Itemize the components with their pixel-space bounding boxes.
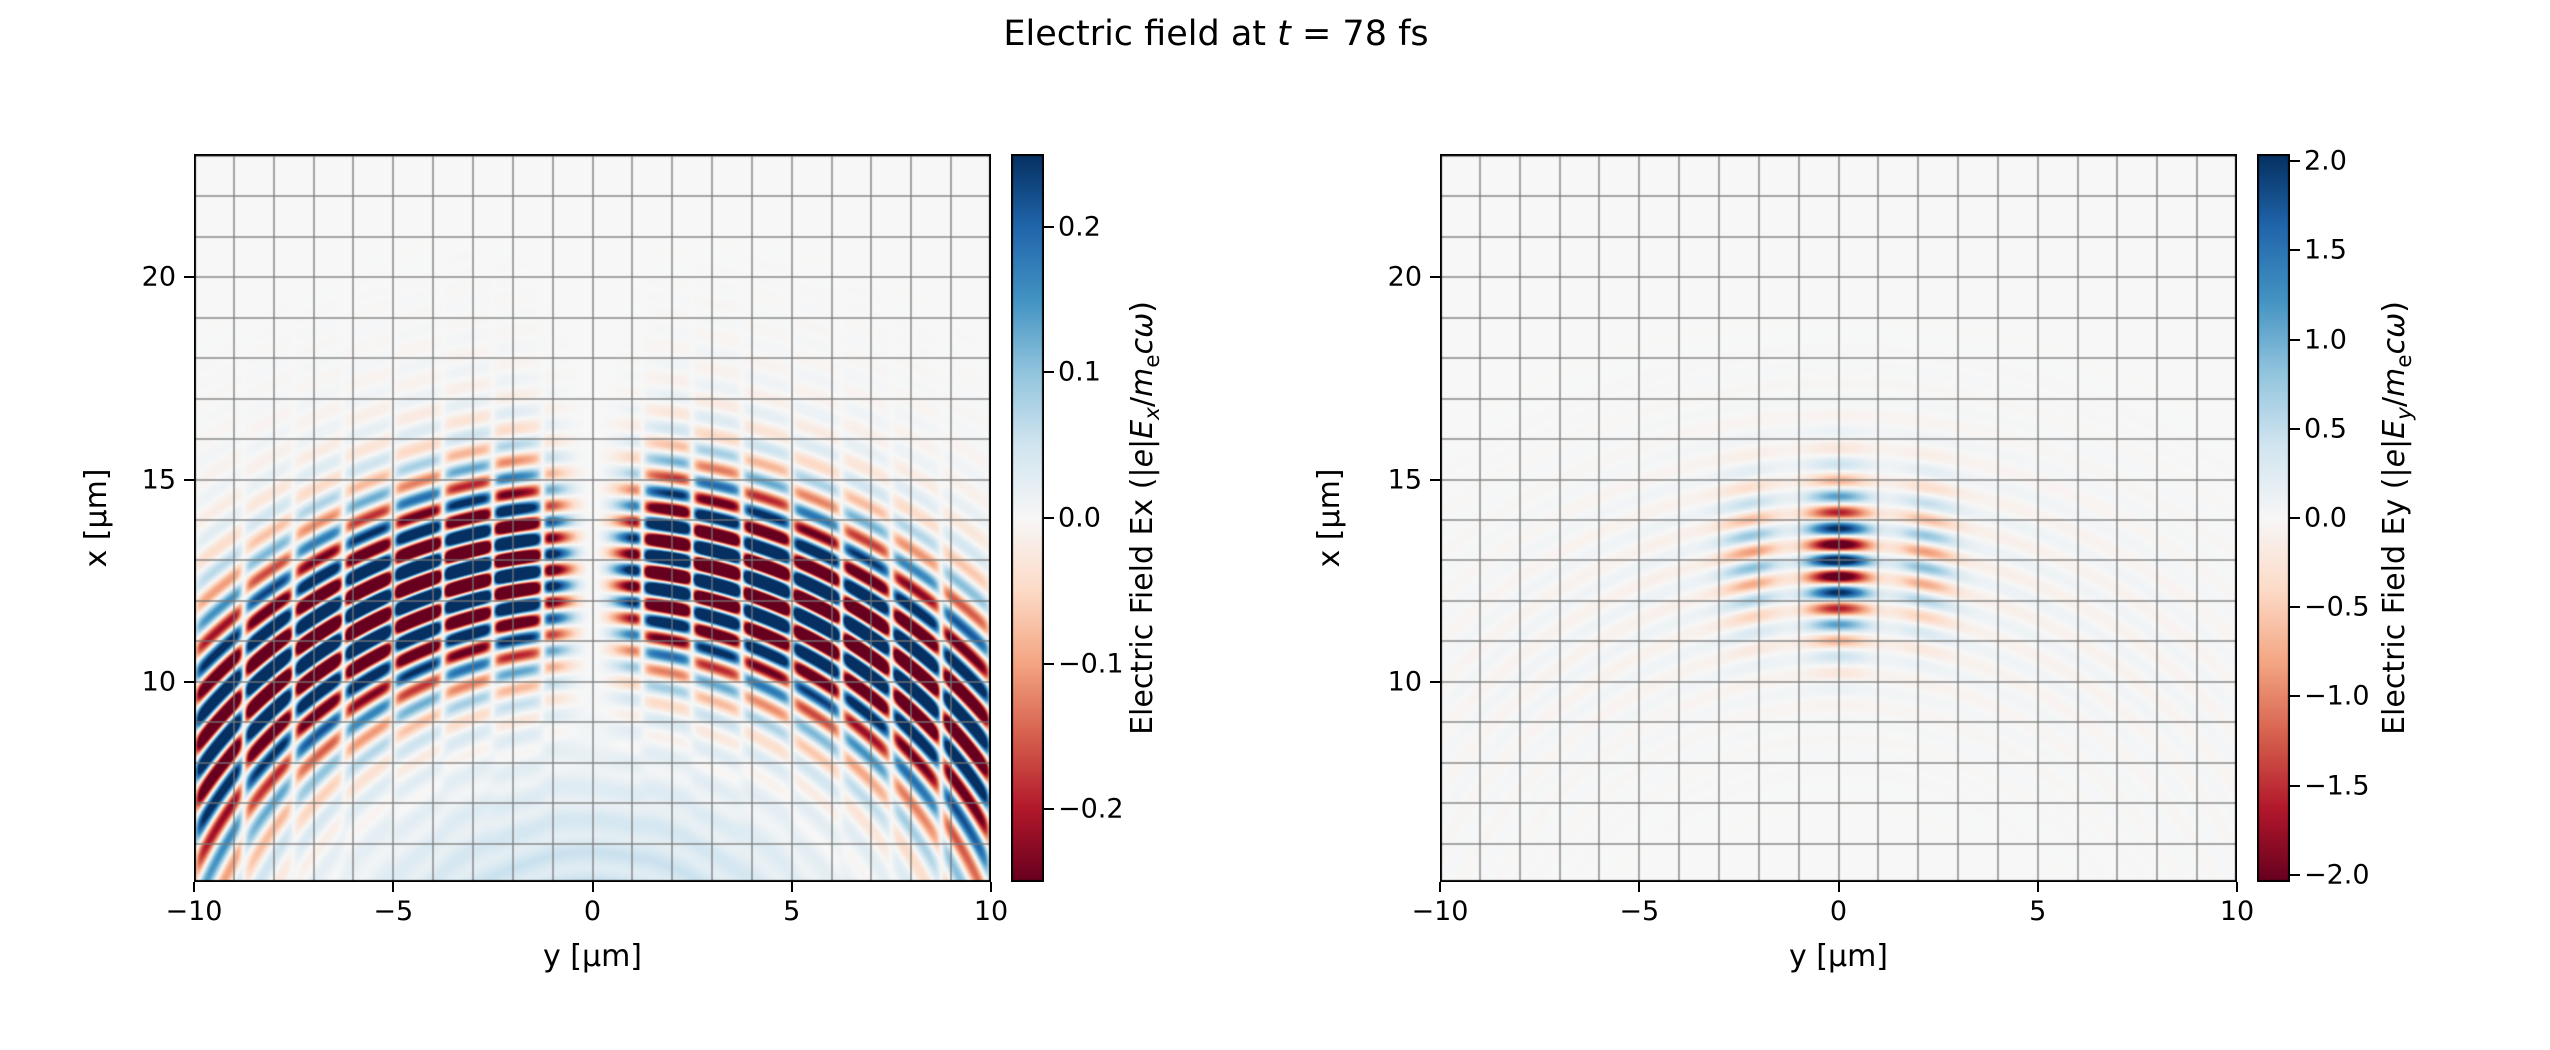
colorbar-tick-label: −1.5 [2304,770,2370,802]
colorbar-tick-label: −0.2 [1058,793,1124,825]
colorbar-tick-mark [2290,160,2300,163]
colorbar-tick-mark [1044,808,1054,811]
x-axis-label-ey: y [μm] [1788,939,1889,974]
colorbar-tick-label: −2.0 [2304,859,2370,891]
colorbar-ey-canvas [2257,154,2290,882]
colorbar-tick-mark [1044,662,1054,665]
colorbar-tick-label: −1.0 [2304,680,2370,712]
x-tick-mark [591,882,594,892]
y-tick-label: 10 [141,666,176,698]
y-tick-mark [1430,680,1440,683]
colorbar-tick-mark [2290,606,2300,609]
colorbar-tick-label: 0.5 [2304,413,2347,445]
x-tick-label: 5 [2029,896,2047,927]
text-segment: Electric field at [1003,14,1278,54]
colorbar-tick-mark [1044,371,1054,374]
x-tick-mark [990,882,992,892]
x-tick-mark [790,882,793,892]
colorbar-tick-label: 0.1 [1058,356,1101,388]
x-tick-label: 0 [583,896,602,927]
x-axis-label-ex: y [μm] [542,939,643,974]
y-tick-label: 15 [1387,464,1422,496]
colorbar-tick-mark [1044,517,1054,519]
figure-title: Electric field at t = 78 fs [1003,14,1428,54]
x-tick-mark [2236,882,2238,892]
x-tick-mark [1638,882,1641,892]
colorbar-tick-label: 0.0 [1058,502,1101,534]
colorbar-tick-mark [2290,784,2300,787]
text-segment: e [2392,354,2418,368]
x-tick-label: 5 [783,896,801,927]
colorbar-tick-label: −0.5 [2304,591,2370,623]
text-segment: / [2377,396,2413,408]
x-tick-label: −10 [165,896,223,927]
colorbar-tick-label: 2.0 [2304,145,2347,177]
colorbar-tick-label: −0.1 [1058,648,1124,680]
colorbar-tick-label: 1.0 [2304,324,2347,356]
heatmap-ex-canvas [194,154,991,882]
x-tick-label: 10 [2219,896,2255,927]
x-tick-mark [2036,882,2039,892]
y-tick-mark [1430,478,1440,481]
y-tick-mark [184,680,194,683]
x-tick-mark [193,882,195,892]
y-tick-mark [184,276,194,279]
colorbar-tick-label: 0.2 [1058,211,1101,243]
colorbar-tick-mark [2290,249,2300,252]
text-segment: t [1277,14,1291,54]
y-tick-mark [1430,276,1440,279]
y-tick-label: 20 [141,261,176,293]
text-segment: e [2377,448,2413,468]
x-tick-mark [392,882,395,892]
text-segment: = 78 fs [1290,14,1429,54]
colorbar-ex-canvas [1011,154,1044,882]
colorbar-tick-mark [2290,338,2300,341]
y-tick-label: 20 [1387,261,1422,293]
x-tick-label: −5 [373,896,414,927]
text-segment: | [2377,438,2413,449]
colorbar-ey-label: Electric Field Ey (|e|Ey/mecω) [2377,301,2418,735]
colorbar-tick-label: 0.0 [2304,502,2347,534]
x-tick-label: −10 [1411,896,1469,927]
x-tick-label: 10 [973,896,1009,927]
x-tick-label: −5 [1619,896,1660,927]
colorbar-tick-mark [2290,873,2300,876]
x-tick-mark [1439,882,1441,892]
y-tick-label: 15 [141,464,176,496]
x-tick-label: 0 [1829,896,1848,927]
text-segment: c [2377,337,2413,355]
text-segment: E [2377,419,2413,439]
text-segment: y [2392,407,2418,420]
heatmap-ey-canvas [1440,154,2237,882]
text-segment: ω [2377,312,2413,338]
y-tick-label: 10 [1387,666,1422,698]
text-segment: m [2377,367,2413,397]
text-segment: ) [2377,301,2413,313]
colorbar-tick-mark [2290,695,2300,698]
x-tick-mark [1837,882,1840,892]
colorbar-tick-mark [2290,517,2300,519]
y-tick-mark [184,478,194,481]
colorbar-tick-mark [2290,427,2300,430]
colorbar-tick-label: 1.5 [2304,234,2347,266]
text-segment: Electric Field Ey (| [2377,467,2413,735]
colorbar-tick-mark [1044,225,1054,228]
